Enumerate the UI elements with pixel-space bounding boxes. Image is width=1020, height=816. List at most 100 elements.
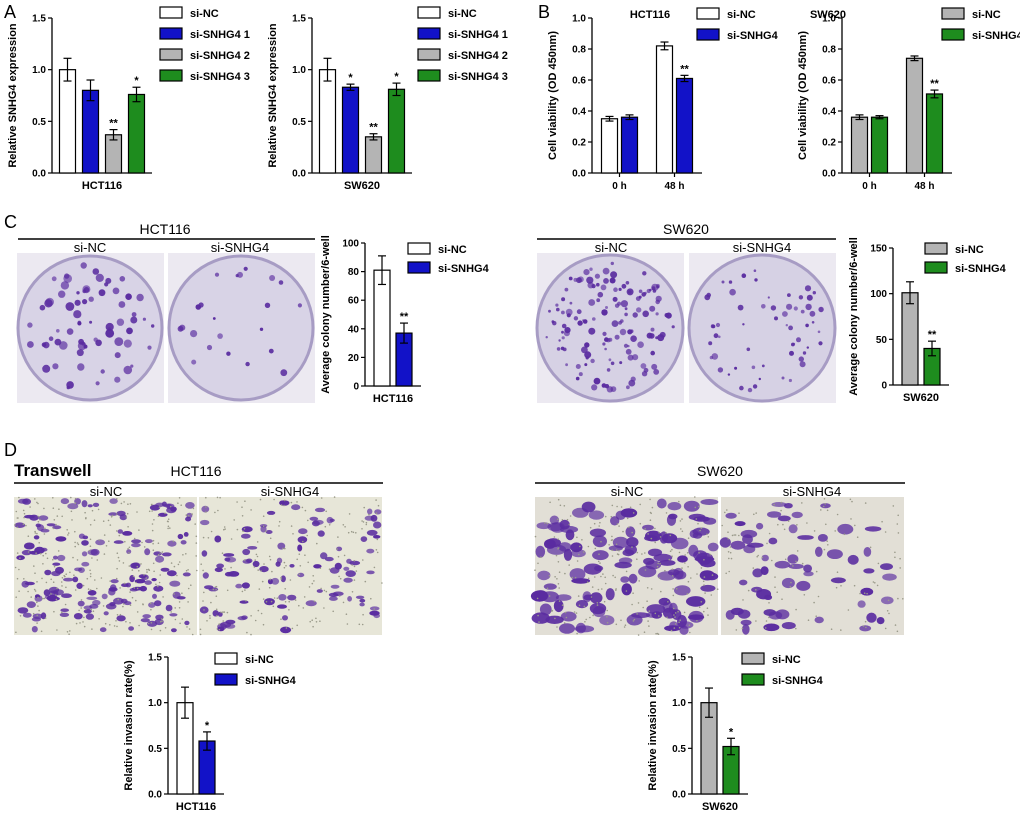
colony-dot <box>179 324 186 331</box>
y-tick-label: 0.5 <box>148 744 162 755</box>
membrane-pore <box>856 536 859 538</box>
cell <box>113 597 124 605</box>
colony-dot <box>561 310 565 315</box>
cell <box>882 573 897 581</box>
membrane-pore <box>278 520 281 523</box>
cell <box>24 514 35 519</box>
cell <box>153 585 164 592</box>
membrane-pore <box>815 615 817 617</box>
membrane-pore <box>687 537 690 539</box>
colony-dot <box>39 304 46 311</box>
membrane-pore <box>167 520 169 523</box>
colony-dot <box>190 330 198 338</box>
membrane-pore <box>84 511 86 514</box>
membrane-pore <box>795 560 797 563</box>
membrane-pore <box>195 535 198 538</box>
cell <box>621 583 632 596</box>
membrane-pore <box>195 555 197 557</box>
membrane-pore <box>604 576 606 579</box>
x-tick-label: 0 h <box>612 181 626 192</box>
cell <box>791 511 803 519</box>
membrane-pore <box>195 542 198 544</box>
membrane-pore <box>15 631 17 634</box>
cell <box>659 559 676 566</box>
membrane-pore <box>656 565 659 568</box>
membrane-pore <box>610 539 613 541</box>
membrane-pore <box>679 520 682 522</box>
membrane-pore <box>205 496 207 499</box>
membrane-pore <box>585 618 587 621</box>
cell <box>22 612 32 618</box>
membrane-pore <box>373 566 376 569</box>
membrane-pore <box>332 610 335 613</box>
membrane-pore <box>63 574 65 577</box>
colony-dot <box>626 385 630 390</box>
cell <box>35 523 41 528</box>
membrane-pore <box>41 577 43 580</box>
cell <box>103 611 109 616</box>
legend-swatch <box>417 6 441 19</box>
membrane-pore <box>230 566 232 569</box>
colony-dot <box>650 350 655 356</box>
cell <box>669 621 679 631</box>
membrane-pore <box>245 600 247 602</box>
membrane-pore <box>668 558 671 561</box>
membrane-pore <box>742 599 744 601</box>
membrane-pore <box>894 556 896 559</box>
membrane-pore <box>116 567 118 570</box>
membrane-pore <box>74 530 76 533</box>
membrane-pore <box>35 552 37 554</box>
membrane-pore <box>102 520 105 522</box>
membrane-pore <box>559 504 562 507</box>
colony-dot <box>770 305 777 311</box>
colony-dot <box>656 285 660 289</box>
membrane-pore <box>646 587 649 589</box>
membrane-pore <box>571 576 574 579</box>
membrane-pore <box>544 522 546 524</box>
membrane-pore <box>556 578 558 580</box>
membrane-pore <box>659 562 661 565</box>
colony-dot <box>105 277 112 284</box>
cell <box>17 607 29 614</box>
membrane-pore <box>564 611 567 614</box>
bar <box>127 93 146 174</box>
membrane-pore <box>34 532 37 534</box>
cell <box>788 524 798 534</box>
membrane-pore <box>89 524 92 526</box>
membrane-pore <box>615 623 618 626</box>
membrane-pore <box>729 551 732 554</box>
membrane-pore <box>118 560 121 562</box>
membrane-pore <box>376 551 379 554</box>
membrane-pore <box>568 523 571 526</box>
colony-dot <box>83 287 90 293</box>
d-hct116-snhg4-label: si-SNHG4 <box>261 484 320 499</box>
membrane-pore <box>670 629 673 632</box>
y-tick-label: 0.8 <box>572 45 586 56</box>
membrane-pore <box>226 611 229 614</box>
cell <box>14 522 26 528</box>
membrane-pore <box>14 524 16 526</box>
membrane-pore <box>679 619 681 621</box>
cell <box>81 551 88 557</box>
legend-label: si-NC <box>448 8 477 20</box>
membrane-pore <box>142 603 144 605</box>
membrane-pore <box>755 512 757 514</box>
cell <box>863 568 875 574</box>
membrane-pore <box>216 496 219 499</box>
cell <box>61 593 72 598</box>
membrane-pore <box>273 597 276 599</box>
colony-dot <box>564 287 569 292</box>
membrane-pore <box>94 579 96 581</box>
cell <box>264 598 275 606</box>
cell <box>555 594 572 601</box>
cell <box>67 503 79 510</box>
membrane-pore <box>859 592 861 595</box>
legend-swatch <box>407 261 431 274</box>
membrane-pore <box>620 619 622 622</box>
membrane-pore <box>644 569 647 571</box>
membrane-pore <box>119 587 121 589</box>
colony-dot <box>76 291 80 295</box>
cell <box>59 612 70 617</box>
y-tick-label: 100 <box>870 289 887 300</box>
colony-dot <box>596 282 600 287</box>
